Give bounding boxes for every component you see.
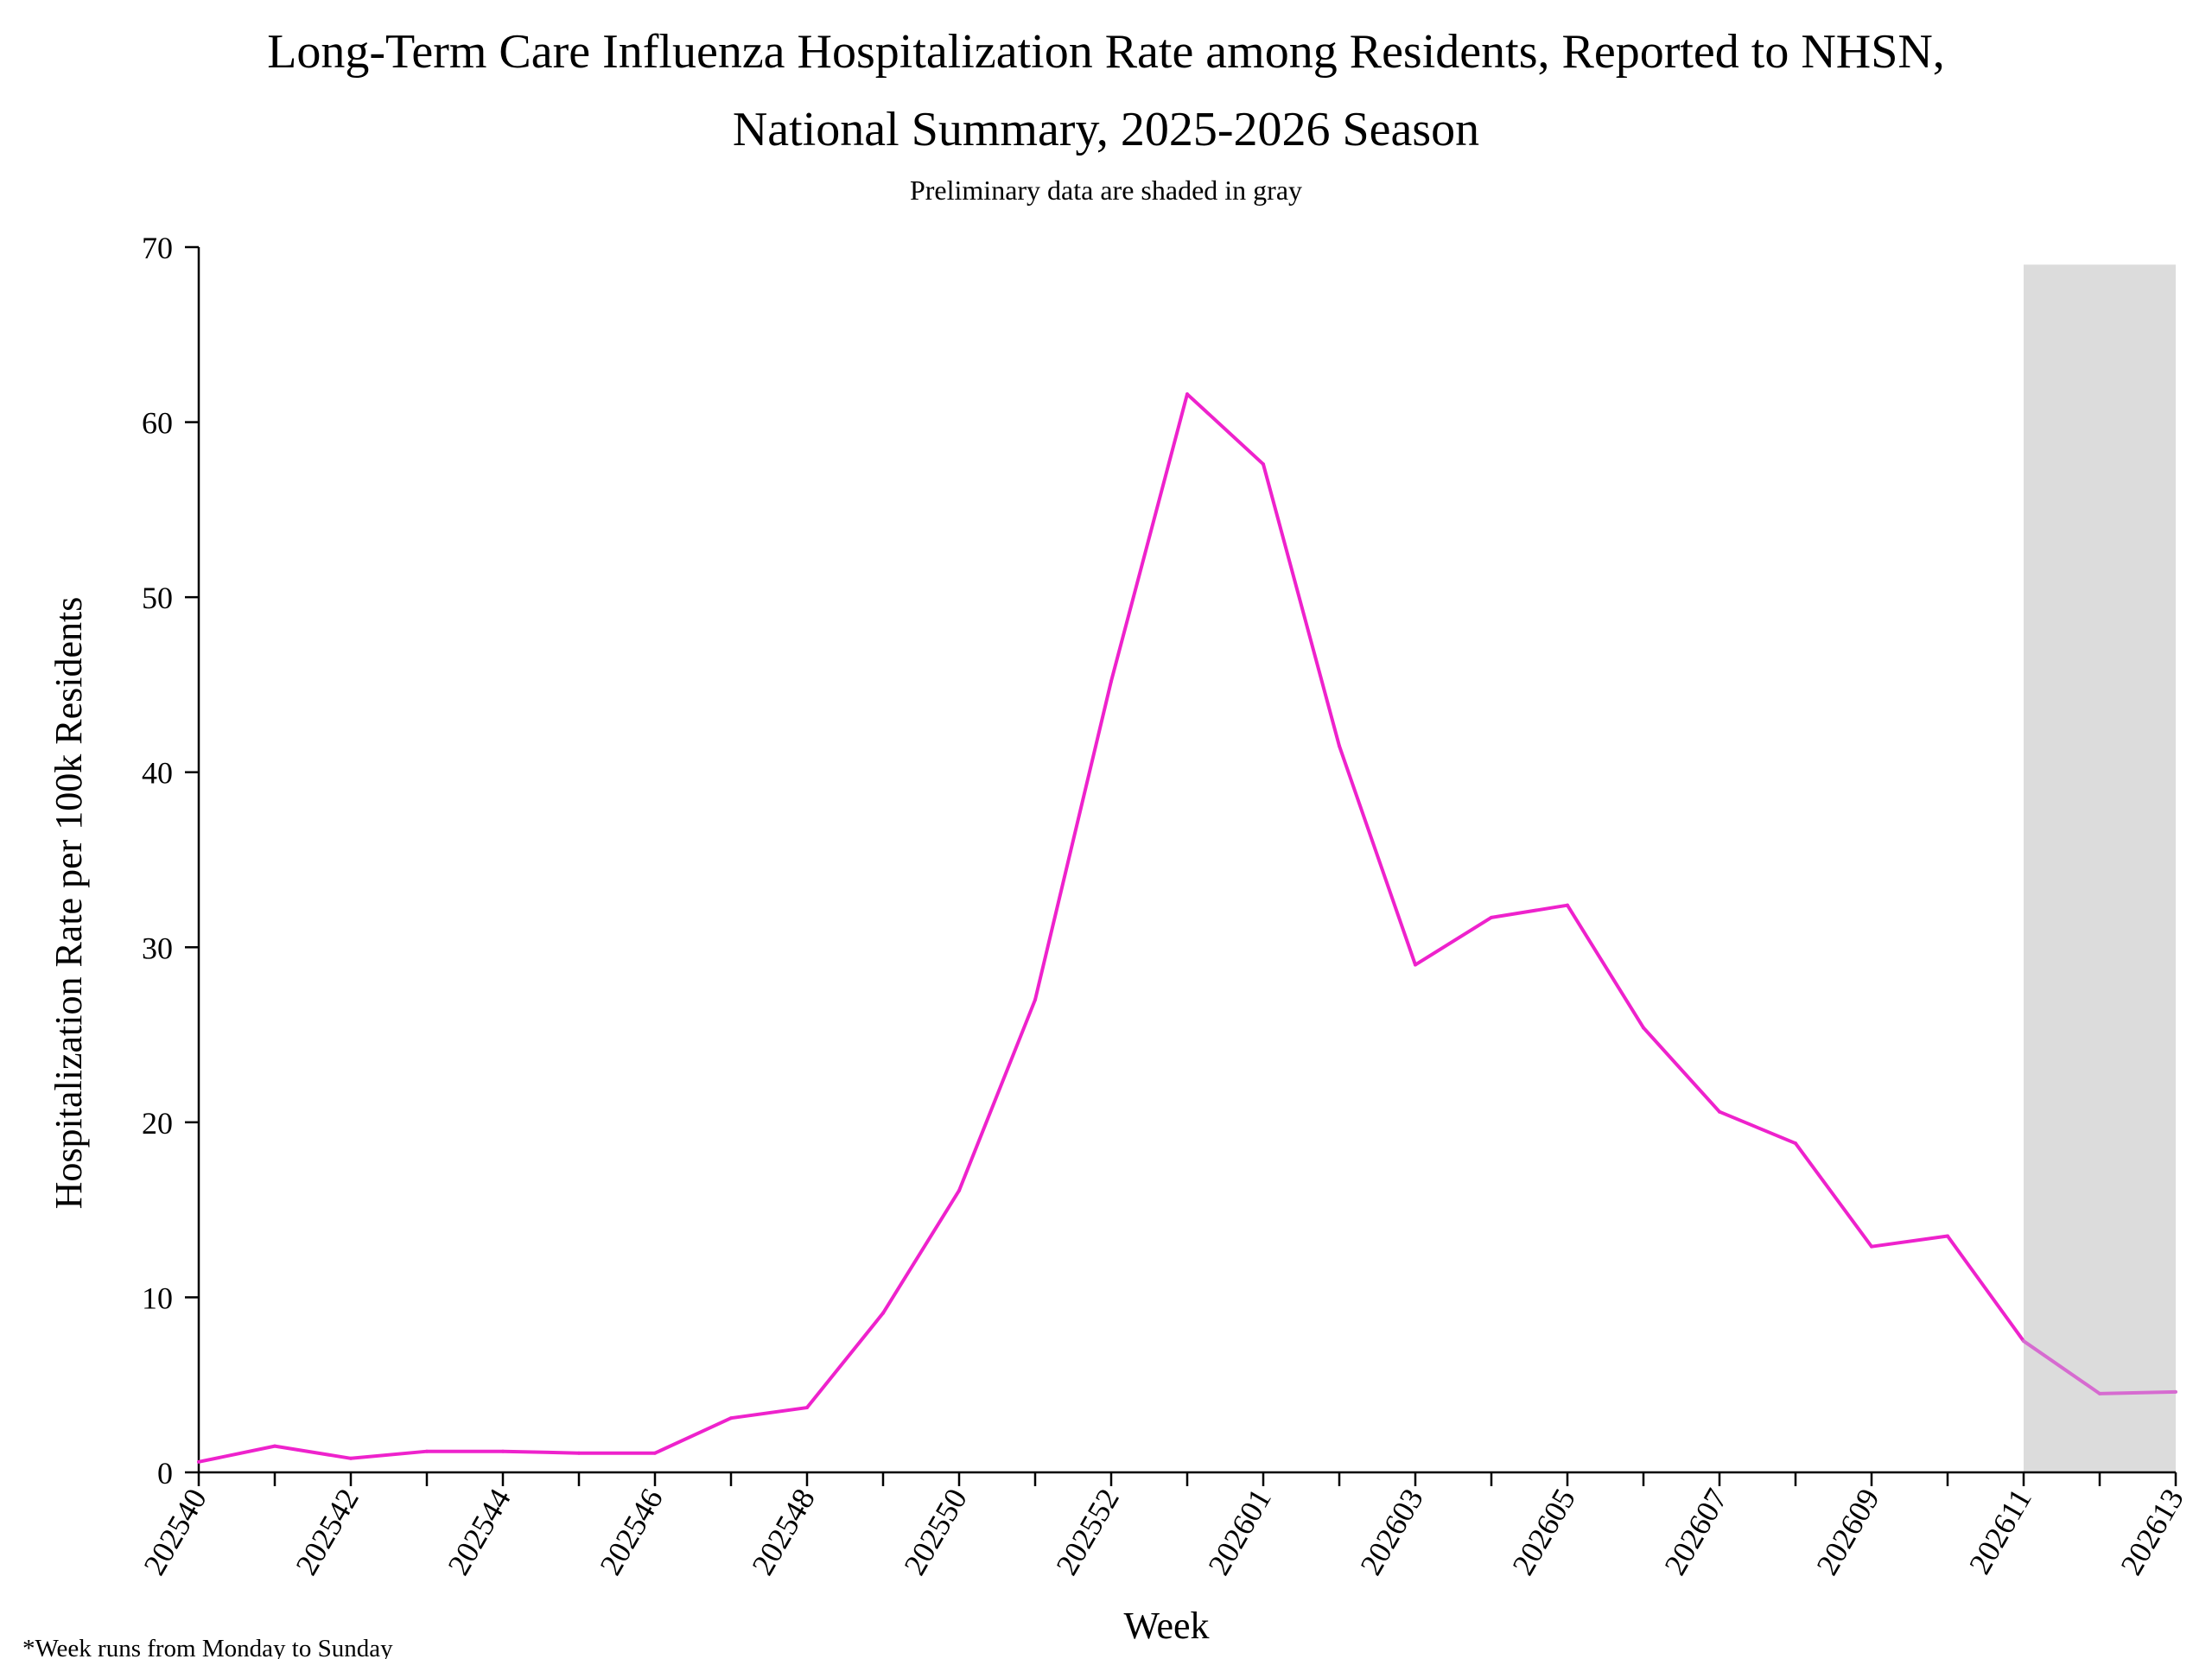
x-tick-label: 202603 (1353, 1483, 1430, 1581)
data-point (501, 1449, 505, 1453)
data-point (881, 1311, 885, 1315)
chart-subtitle: Preliminary data are shaded in gray (910, 175, 1302, 206)
series-layer (197, 392, 2177, 1464)
data-point (1033, 998, 1037, 1002)
data-point (273, 1444, 276, 1448)
data-point (1338, 744, 1341, 748)
data-point (425, 1449, 429, 1453)
y-tick-label: 10 (142, 1281, 173, 1315)
x-tick-label: 202540 (137, 1483, 213, 1581)
x-axis-label: Week (1123, 1605, 1209, 1647)
data-point (1642, 1026, 1645, 1030)
chart-title-line1: Long-Term Care Influenza Hospitalization… (267, 25, 1945, 79)
y-tick-label: 40 (142, 756, 173, 791)
data-point (653, 1451, 657, 1455)
data-point (1185, 392, 1189, 397)
x-tick-label: 202542 (289, 1483, 365, 1581)
data-point (197, 1459, 200, 1464)
x-tick-label: 202601 (1201, 1483, 1278, 1581)
x-tick-label: 202605 (1505, 1483, 1582, 1581)
data-point (1490, 915, 1493, 919)
series-line (198, 392, 2025, 1464)
y-axis-label: Hospitalization Rate per 100k Residents (48, 597, 90, 1210)
data-point (1414, 963, 1417, 967)
data-point (729, 1416, 733, 1421)
data-point (1262, 462, 1265, 467)
y-tick-label: 50 (142, 581, 173, 615)
data-point (2174, 1389, 2177, 1394)
chart-title-line2: National Summary, 2025-2026 Season (733, 103, 1479, 156)
x-tick-label: 202548 (745, 1483, 822, 1581)
data-point (2098, 1391, 2101, 1395)
preliminary-shade (2024, 264, 2176, 1473)
x-tick-label: 202609 (1809, 1483, 1886, 1581)
preliminary-shade-layer (2024, 264, 2176, 1473)
x-tick-label: 202613 (2113, 1483, 2190, 1581)
y-tick-label: 0 (157, 1456, 173, 1491)
data-point (805, 1406, 809, 1410)
x-tick-label: 202546 (593, 1483, 670, 1581)
x-tick-label: 202550 (897, 1483, 974, 1581)
data-point (2022, 1339, 2025, 1344)
y-tick-label: 60 (142, 406, 173, 441)
y-tick-label: 30 (142, 931, 173, 965)
data-point (1718, 1109, 1721, 1114)
data-point (1870, 1244, 1873, 1249)
axes: 0 10 20 30 40 50 60 70 202540 202542 202544 202546 2… (137, 231, 2190, 1581)
data-point (957, 1188, 961, 1192)
x-tick-label: 202552 (1049, 1483, 1126, 1581)
x-tick-label: 202611 (1962, 1483, 2038, 1580)
y-tick-label: 70 (142, 231, 173, 265)
data-point (1794, 1141, 1797, 1146)
x-tick-label: 202544 (441, 1483, 518, 1581)
footnote: *Week runs from Monday to Sunday (22, 1635, 393, 1659)
data-point (1566, 903, 1569, 907)
data-point (577, 1451, 581, 1455)
data-point (1946, 1234, 1949, 1238)
data-point (1109, 679, 1113, 683)
data-point (349, 1456, 353, 1460)
y-tick-label: 20 (142, 1106, 173, 1141)
x-tick-label: 202607 (1657, 1483, 1734, 1581)
